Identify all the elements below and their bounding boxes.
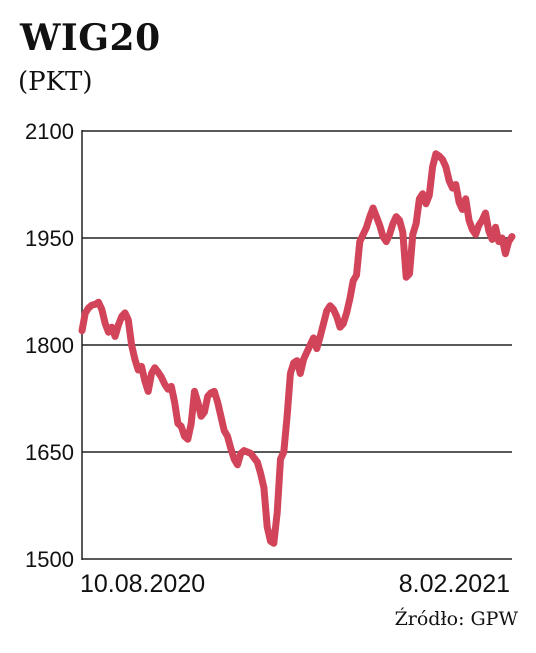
grid-lines [82, 130, 512, 560]
x-axis-ticks: 10.08.2020 8.02.2021 [80, 570, 510, 598]
chart-title: WIG20 [20, 17, 161, 59]
series-line-0 [78, 150, 516, 547]
x-tick-label-1: 8.02.2021 [399, 570, 510, 598]
chart-subtitle: (PKT) [18, 67, 93, 97]
y-tick-label-1950: 1950 [25, 226, 74, 251]
y-axis-ticks: 1500 1650 1800 1950 2100 [25, 119, 74, 572]
x-tick-label-0: 10.08.2020 [80, 570, 205, 598]
y-tick-label-1500: 1500 [25, 547, 74, 572]
y-tick-label-1800: 1800 [25, 333, 74, 358]
y-tick-label-1650: 1650 [25, 440, 74, 465]
y-tick-label-2100: 2100 [25, 119, 74, 144]
series-group [78, 150, 516, 547]
source-note: Źródło: GPW [394, 608, 518, 630]
